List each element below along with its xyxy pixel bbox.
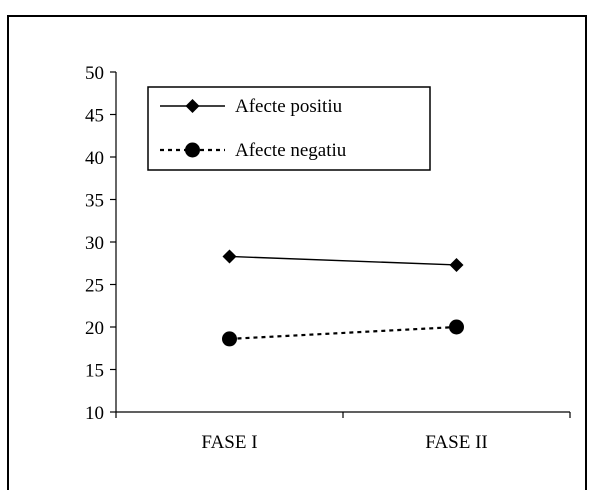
series-line	[229, 325, 457, 340]
y-tick-label: 25	[85, 276, 104, 297]
chart-frame	[7, 15, 587, 490]
legend: Afecte positiu Afecte negatiu	[147, 86, 431, 171]
y-tick-label: 10	[85, 403, 104, 424]
legend-swatch-marker	[185, 142, 200, 158]
y-tick-label: 40	[85, 148, 104, 169]
series-layer	[222, 249, 464, 347]
series-1	[222, 249, 464, 272]
y-tick-label: 45	[85, 106, 104, 127]
legend-label: Afecte negatiu	[235, 140, 347, 161]
data-point	[449, 257, 464, 272]
x-axis: FASE I FASE II	[115, 411, 571, 453]
y-tick-label: 35	[85, 191, 104, 212]
data-point	[222, 331, 237, 347]
legend-swatch-marker	[185, 99, 200, 113]
x-tick-label: FASE I	[201, 432, 257, 453]
y-tick-label: 15	[85, 361, 104, 382]
y-tick-label: 30	[85, 233, 104, 254]
y-axis: 10 15 20 25 30 35 40 45 50	[85, 63, 117, 424]
series-line	[229, 255, 457, 266]
series-2	[222, 319, 464, 347]
y-tick-label: 50	[85, 63, 104, 84]
data-point	[222, 249, 237, 264]
legend-label: Afecte positiu	[235, 96, 343, 117]
y-tick-label: 20	[85, 318, 104, 339]
x-tick-label: FASE II	[425, 432, 487, 453]
data-point	[449, 319, 464, 335]
